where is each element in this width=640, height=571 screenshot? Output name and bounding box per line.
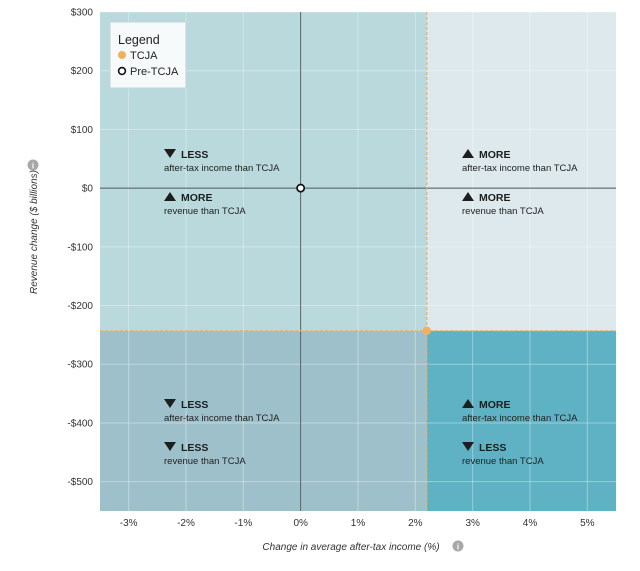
x-tick-label: 2% bbox=[408, 518, 423, 529]
y-tick-label: $0 bbox=[82, 184, 94, 195]
quadrant-description: after-tax income than TCJA bbox=[462, 163, 578, 174]
quadrant-label-top-right: MORE revenue than TCJA bbox=[462, 192, 544, 217]
quadrant-direction-word: LESS bbox=[181, 149, 208, 161]
quadrant-label-bottom-left: LESS after-tax income than TCJA bbox=[164, 399, 280, 424]
quadrant-description: after-tax income than TCJA bbox=[462, 413, 578, 424]
quadrant-top-right bbox=[426, 12, 616, 331]
svg-text:i: i bbox=[32, 162, 34, 171]
triangle-up-icon bbox=[462, 149, 474, 158]
pre-tcja-point[interactable] bbox=[296, 183, 306, 193]
data-points[interactable] bbox=[296, 183, 431, 335]
legend: Legend TCJA Pre-TCJA bbox=[109, 21, 187, 89]
quadrant-description: revenue than TCJA bbox=[462, 206, 544, 217]
y-tick-label: -$500 bbox=[67, 477, 93, 488]
triangle-down-icon bbox=[164, 399, 176, 408]
legend-tcja-label: TCJA bbox=[130, 50, 158, 62]
legend-pretcja-marker bbox=[117, 66, 127, 76]
info-icon[interactable] bbox=[452, 540, 464, 552]
quadrant-direction-word: MORE bbox=[479, 399, 511, 411]
quadrant-direction-word: LESS bbox=[181, 399, 208, 411]
triangle-up-icon bbox=[462, 192, 474, 201]
x-tick-label: -2% bbox=[177, 518, 195, 529]
x-axis-title: Change in average after-tax income (%) bbox=[262, 542, 439, 553]
x-tick-label: -3% bbox=[120, 518, 138, 529]
y-tick-label: -$300 bbox=[67, 360, 93, 371]
y-tick-labels: $300 $200 $100 $0 -$100 -$200 -$300 -$400 -$500 bbox=[67, 8, 93, 489]
triangle-down-icon bbox=[164, 149, 176, 158]
quadrant-bottom-left bbox=[100, 330, 427, 511]
tcja-point[interactable] bbox=[422, 326, 431, 335]
legend-title: Legend bbox=[118, 33, 160, 47]
quadrant-label-bottom-right: MORE after-tax income than TCJA bbox=[462, 399, 578, 424]
x-tick-label: 1% bbox=[351, 518, 366, 529]
y-tick-label: -$400 bbox=[67, 418, 93, 429]
x-tick-labels: -3% -2% -1% 0% 1% 2% 3% 4% 5% bbox=[120, 518, 595, 529]
y-tick-label: -$200 bbox=[67, 301, 93, 312]
quadrant-label-bottom-left: LESS revenue than TCJA bbox=[164, 442, 246, 467]
quadrant-backgrounds bbox=[100, 12, 616, 511]
quadrant-direction-word: MORE bbox=[181, 192, 213, 204]
quadrant-direction-word: LESS bbox=[479, 442, 506, 454]
svg-text:i: i bbox=[457, 543, 459, 552]
x-axis-info-icon[interactable]: i bbox=[452, 540, 464, 552]
y-tick-label: $100 bbox=[71, 125, 94, 136]
y-axis-info-icon[interactable]: i bbox=[27, 159, 39, 171]
triangle-down-icon bbox=[164, 442, 176, 451]
quadrant-description: after-tax income than TCJA bbox=[164, 413, 280, 424]
y-tick-label: $200 bbox=[71, 66, 94, 77]
triangle-up-icon bbox=[164, 192, 176, 201]
quadrant-direction-word: LESS bbox=[181, 442, 208, 454]
x-tick-label: 5% bbox=[580, 518, 595, 529]
x-tick-label: -1% bbox=[234, 518, 252, 529]
info-icon[interactable] bbox=[27, 159, 39, 171]
legend-pretcja-label: Pre-TCJA bbox=[130, 66, 179, 78]
x-tick-label: 0% bbox=[293, 518, 308, 529]
quadrant-description: revenue than TCJA bbox=[462, 456, 544, 467]
quadrant-label-bottom-right: LESS revenue than TCJA bbox=[462, 442, 544, 467]
triangle-down-icon bbox=[462, 442, 474, 451]
quadrant-labels: LESS after-tax income than TCJA MORE revenu… bbox=[164, 149, 578, 467]
quadrant-description: revenue than TCJA bbox=[164, 456, 246, 467]
quadrant-description: revenue than TCJA bbox=[164, 206, 246, 217]
quadrant-label-top-right: MORE after-tax income than TCJA bbox=[462, 149, 578, 174]
x-tick-label: 3% bbox=[465, 518, 480, 529]
tcja-reference-lines bbox=[100, 12, 616, 511]
quadrant-direction-word: MORE bbox=[479, 149, 511, 161]
legend-tcja-marker bbox=[118, 51, 126, 59]
quadrant-label-top-left: MORE revenue than TCJA bbox=[164, 192, 246, 217]
y-tick-label: $300 bbox=[71, 8, 94, 19]
quadrant-description: after-tax income than TCJA bbox=[164, 163, 280, 174]
y-axis-title: Revenue change ($ billions) bbox=[29, 170, 40, 294]
y-tick-label: -$100 bbox=[67, 242, 93, 253]
quadrant-direction-word: MORE bbox=[479, 192, 511, 204]
quadrant-bottom-right bbox=[426, 330, 616, 511]
triangle-up-icon bbox=[462, 399, 474, 408]
x-tick-label: 4% bbox=[523, 518, 538, 529]
zero-axes bbox=[100, 12, 616, 511]
quadrant-label-top-left: LESS after-tax income than TCJA bbox=[164, 149, 280, 174]
